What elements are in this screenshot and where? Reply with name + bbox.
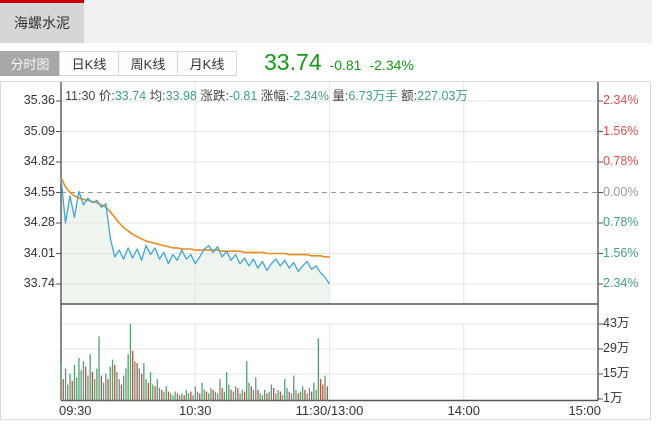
tab-daily-k-label: 日K线: [71, 57, 107, 72]
info-time: 11:30: [65, 89, 99, 103]
percent-axis-label: 2.34%: [603, 93, 639, 107]
volume-axis-label: 15万: [603, 366, 630, 380]
price-axis-label: 34.28: [23, 215, 55, 229]
percent-axis-label: 1.56%: [603, 123, 639, 138]
price-change-percent: -2.34%: [369, 57, 414, 73]
price-axis-label: 34.01: [23, 245, 55, 260]
price-axis-label: 35.36: [23, 93, 55, 107]
time-axis-label: 14:00: [447, 403, 481, 418]
last-price: 33.74: [264, 49, 322, 75]
info-value: -0.81: [228, 89, 261, 103]
price-change: -0.81: [329, 57, 362, 73]
tab-intraday-label: 分时图: [10, 57, 50, 72]
price-axis-label: 34.82: [23, 154, 55, 168]
quote-block: 33.74 -0.81 -2.34%: [264, 49, 414, 76]
stock-name-label: 海螺水泥: [14, 15, 70, 31]
info-value: -2.34%: [289, 89, 333, 103]
chart-tab-bar: 分时图 日K线 周K线 月K线: [0, 51, 237, 76]
info-value: 33.74: [114, 89, 150, 103]
percent-axis-label: 1.56%: [603, 245, 639, 260]
info-label: 量:: [332, 89, 349, 103]
time-axis-label: 11:30/13:00: [295, 403, 364, 418]
tab-weekly-k[interactable]: 周K线: [118, 51, 178, 76]
percent-axis-label: 0.00%: [603, 184, 639, 199]
time-axis-label: 09:30: [59, 403, 92, 418]
percent-axis-label: 0.78%: [603, 154, 639, 168]
info-label: 均:: [149, 89, 166, 103]
info-label: 涨跌:: [200, 89, 229, 103]
time-axis-label: 10:30: [178, 403, 212, 418]
volume-axis-label: 1万: [603, 391, 623, 405]
info-label: 额:: [401, 89, 418, 103]
price-axis-label: 35.09: [23, 123, 55, 138]
tab-weekly-k-label: 周K线: [130, 57, 166, 72]
percent-axis-label: 2.34%: [603, 276, 639, 290]
intraday-chart-plot[interactable]: [1, 82, 650, 419]
tab-monthly-k-label: 月K线: [189, 57, 225, 72]
price-axis-label: 34.55: [23, 184, 55, 199]
quote-info-bar: 11:30 价:33.74 均:33.98 涨跌:-0.81 涨幅:-2.34%…: [65, 85, 468, 104]
info-value: 227.03万: [417, 89, 468, 103]
info-value: 33.98: [165, 89, 201, 103]
tab-monthly-k[interactable]: 月K线: [177, 51, 237, 76]
tab-daily-k[interactable]: 日K线: [59, 51, 119, 76]
time-axis-label: 15:00: [568, 403, 601, 418]
info-label: 价:: [98, 89, 115, 103]
price-axis-label: 33.74: [23, 276, 55, 290]
volume-axis-label: 29万: [603, 341, 630, 355]
info-value: 6.73万手: [348, 89, 402, 103]
header-bar: [0, 0, 652, 43]
volume-axis-label: 43万: [603, 316, 630, 330]
tab-intraday[interactable]: 分时图: [0, 51, 60, 76]
stock-name-tab[interactable]: 海螺水泥: [0, 0, 84, 43]
percent-axis-label: 0.78%: [603, 215, 639, 229]
info-label: 涨幅:: [260, 89, 290, 103]
chart-area: 11:30 价:33.74 均:33.98 涨跌:-0.81 涨幅:-2.34%…: [0, 81, 651, 420]
